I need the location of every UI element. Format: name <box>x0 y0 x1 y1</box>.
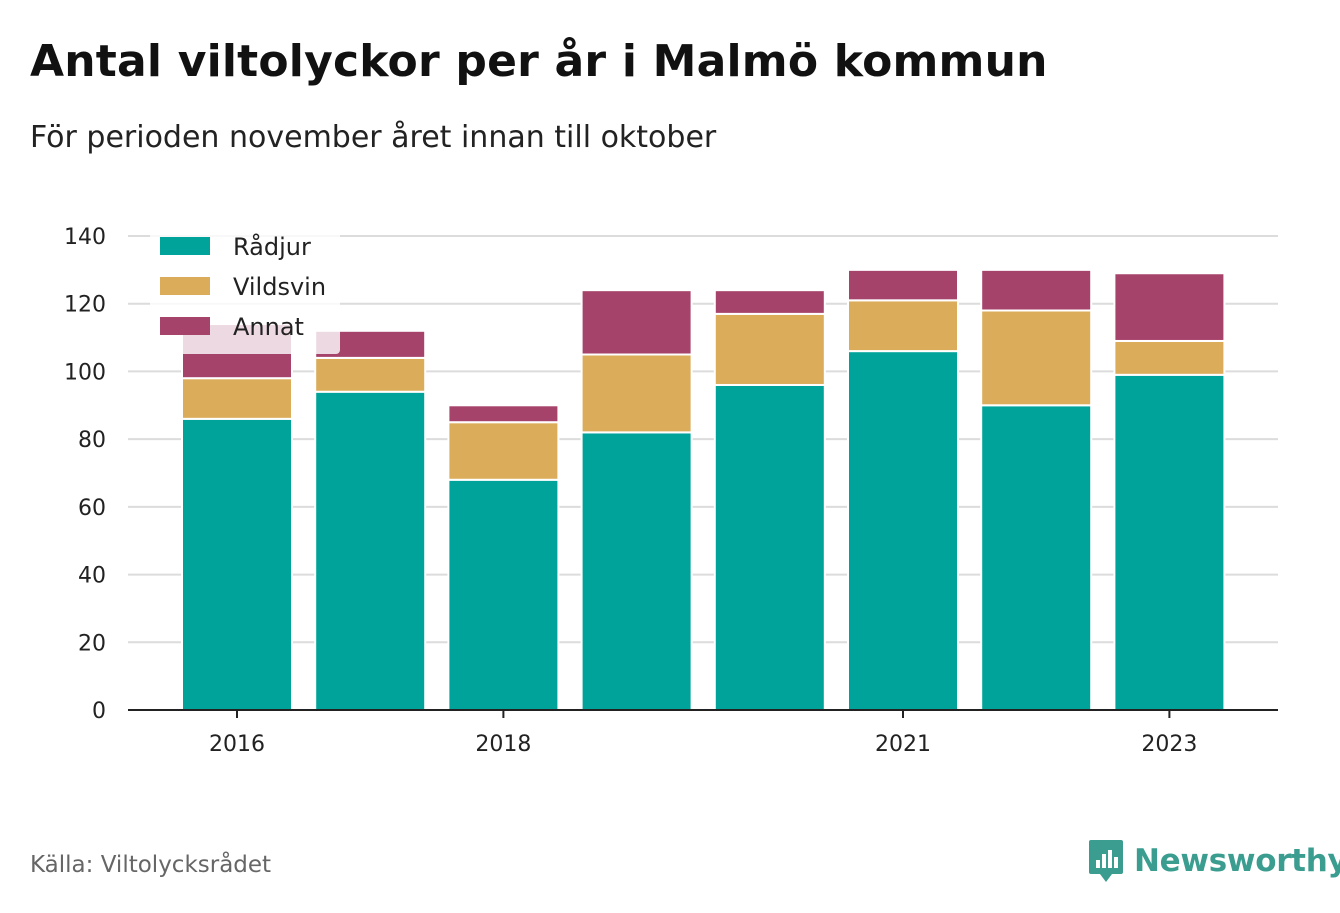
y-axis-ticks: 0 20 40 60 80 100 120 140 <box>64 225 106 724</box>
bar-segment-vildsvin-2016[interactable] <box>181 377 293 420</box>
y-tick-label: 60 <box>78 496 106 521</box>
bar-segment-vildsvin-2023[interactable] <box>1113 339 1226 376</box>
y-tick-label: 20 <box>78 631 106 656</box>
bar-segment-r-djur-2018[interactable] <box>447 478 560 711</box>
legend-swatch <box>160 237 210 255</box>
legend-swatch <box>160 277 210 295</box>
bar-segment-vildsvin-2021[interactable] <box>847 299 959 353</box>
y-tick-label: 100 <box>64 360 106 385</box>
bar-segment-annat-2021[interactable] <box>847 268 959 302</box>
x-tick-label: 2021 <box>875 732 931 757</box>
bar-segment-annat-2019[interactable] <box>580 289 693 356</box>
bar-segment-annat-2022[interactable] <box>980 268 1093 312</box>
legend-label: Rådjur <box>233 232 311 261</box>
bar-segment-r-djur-2017[interactable] <box>314 390 427 711</box>
brand-name: Newsworthy <box>1134 843 1340 879</box>
bar-segment-vildsvin-2020[interactable] <box>713 312 826 386</box>
bar-segment-annat-2018[interactable] <box>447 404 560 424</box>
legend-label: Vildsvin <box>233 273 326 301</box>
bar-segment-vildsvin-2019[interactable] <box>580 353 693 434</box>
bar-segment-vildsvin-2018[interactable] <box>447 421 560 481</box>
bar-segment-vildsvin-2017[interactable] <box>314 356 427 393</box>
chart-subtitle: För perioden november året innan till ok… <box>30 120 717 155</box>
legend: Rådjur Vildsvin Annat <box>150 228 340 354</box>
brand-logo[interactable]: Newsworthy <box>1088 838 1340 884</box>
chart-title: Antal viltolyckor per år i Malmö kommun <box>30 36 1048 87</box>
x-tick-label: 2016 <box>209 732 265 757</box>
bar-segment-r-djur-2022[interactable] <box>980 404 1093 711</box>
y-tick-label: 140 <box>64 225 106 250</box>
source-note: Källa: Viltolycksrådet <box>30 852 272 878</box>
y-tick-label: 80 <box>78 428 106 453</box>
bar-segment-vildsvin-2022[interactable] <box>980 309 1093 407</box>
bar-segment-r-djur-2020[interactable] <box>713 383 826 711</box>
legend-swatch <box>160 317 210 335</box>
bar-segment-r-djur-2021[interactable] <box>847 350 959 711</box>
bar-segment-annat-2023[interactable] <box>1113 272 1226 342</box>
x-axis: 2016 2018 2021 2023 <box>128 709 1278 757</box>
legend-label: Annat <box>233 313 304 341</box>
bar-segment-r-djur-2016[interactable] <box>181 417 293 711</box>
y-tick-label: 0 <box>92 699 106 724</box>
x-tick-label: 2023 <box>1141 732 1197 757</box>
bar-segment-r-djur-2019[interactable] <box>580 431 693 711</box>
bar-segment-r-djur-2023[interactable] <box>1113 373 1226 711</box>
bar-segment-annat-2020[interactable] <box>713 289 826 315</box>
newsworthy-logo-icon <box>1089 840 1123 882</box>
y-tick-label: 40 <box>78 564 106 589</box>
x-tick-label: 2018 <box>475 732 531 757</box>
y-tick-label: 120 <box>64 293 106 318</box>
